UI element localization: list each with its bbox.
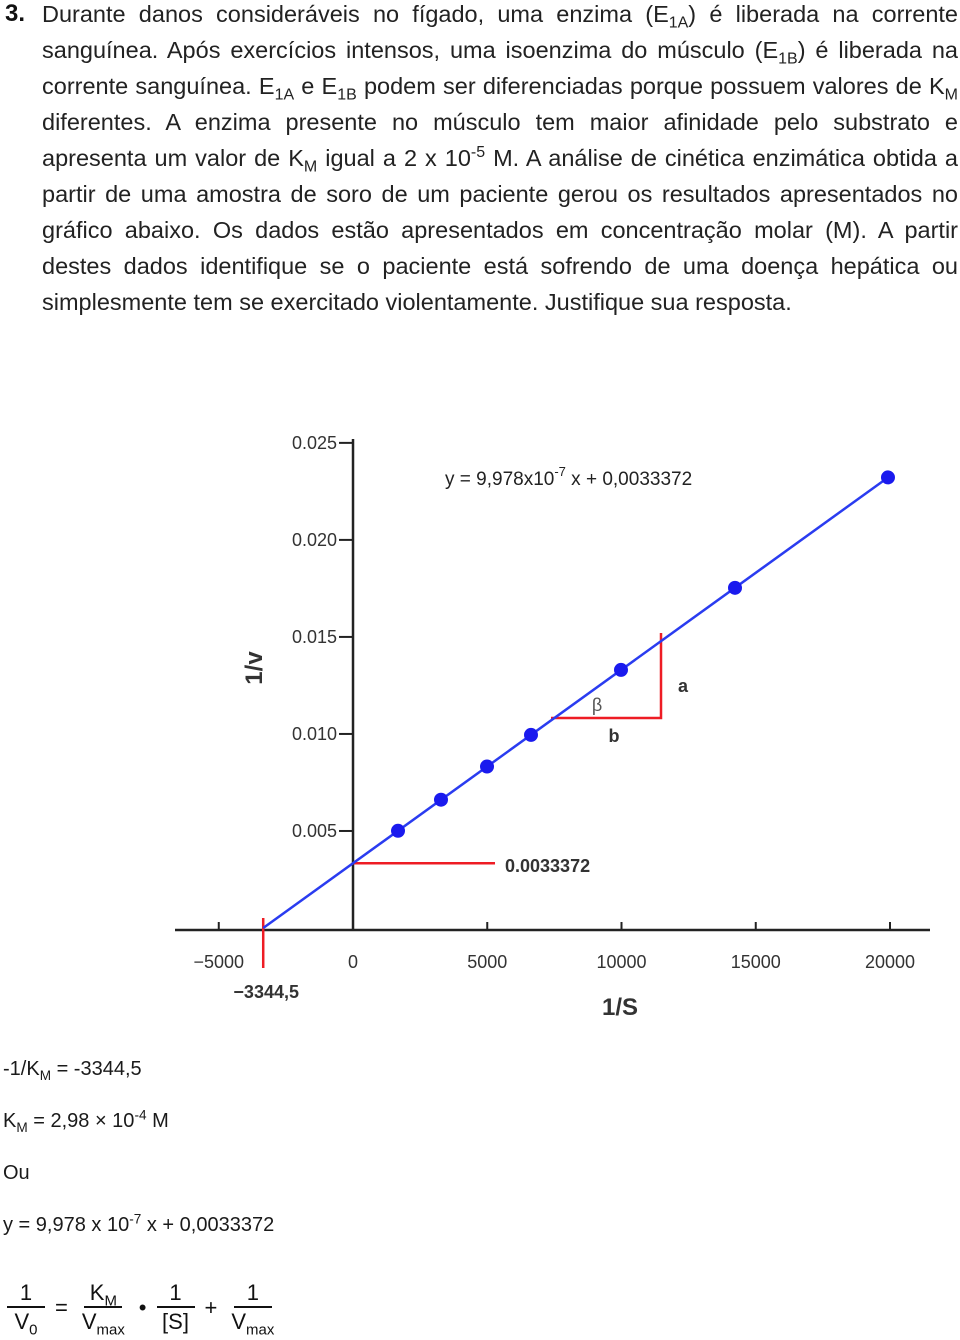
- equation: y = 9,978x10-7 x + 0,0033372: [445, 464, 692, 490]
- supscript: -7: [129, 1211, 142, 1227]
- text-run: ) é liberada na corrente sanguínea. E: [42, 37, 958, 99]
- triangle-rise: a: [678, 676, 689, 696]
- operator: +: [204, 1295, 218, 1320]
- formula: 1 V0 = KM Vmax • 1 [S] +1 Vmax: [3, 1280, 282, 1339]
- x-tick-label: 20000: [865, 952, 915, 972]
- text-run: 1: [169, 1280, 182, 1305]
- x-tick-label: −5000: [193, 952, 244, 972]
- text-run: 1: [246, 1280, 259, 1305]
- x-tick-label: 0: [348, 952, 358, 972]
- text-run: Durante danos consideráveis no fígado, u…: [42, 1, 669, 27]
- text-run: 1: [19, 1280, 33, 1305]
- text-run: K: [3, 1110, 17, 1132]
- subscript: 1B: [337, 86, 357, 104]
- intercept-label: 0.0033372: [505, 856, 590, 876]
- subscript: max: [246, 1321, 275, 1339]
- text-run: Ou: [3, 1162, 30, 1184]
- text-run: x + 0,0033372: [566, 469, 692, 490]
- y-tick-label: 0.010: [292, 724, 337, 744]
- data-point: [727, 580, 742, 595]
- denominator: Vmax: [78, 1308, 129, 1339]
- x-axis-label: 1/S: [602, 994, 638, 1021]
- supscript: -4: [134, 1107, 147, 1123]
- text-run: = -3344,5: [51, 1058, 142, 1080]
- operator: •: [138, 1295, 147, 1320]
- numerator: 1: [156, 1280, 195, 1308]
- subscript: 1A: [668, 14, 689, 32]
- numerator: KM: [84, 1280, 123, 1310]
- text-run: K: [89, 1280, 105, 1305]
- operator: =: [55, 1295, 68, 1320]
- data-point: [433, 792, 448, 807]
- data-point: [391, 823, 406, 838]
- y-axis-label: 1/v: [241, 651, 268, 685]
- denominator: Vmax: [227, 1308, 278, 1339]
- subscript: 0: [29, 1321, 38, 1339]
- data-point: [613, 662, 628, 677]
- slope-triangle: [551, 633, 663, 720]
- x-tick-label: 15000: [731, 952, 781, 972]
- superscript: -7: [554, 464, 566, 479]
- text-run: V: [14, 1309, 30, 1334]
- question-number: 3.: [5, 0, 26, 27]
- numerator: 1: [7, 1280, 45, 1308]
- text-run: y = 9,978x10: [445, 469, 554, 490]
- text-run: V: [231, 1309, 247, 1334]
- data-point: [480, 759, 495, 774]
- triangle-angle: β: [592, 695, 602, 715]
- subscript: 1A: [274, 86, 295, 104]
- text-run: [S]: [162, 1309, 189, 1334]
- subscript: M: [944, 86, 958, 104]
- fraction: 1 Vmax: [227, 1280, 278, 1339]
- text-run: diferentes. A enzima presente no músculo…: [42, 109, 958, 171]
- text-run: M: [146, 1110, 169, 1132]
- text-run: = 2,98 × 10: [27, 1110, 135, 1132]
- subscript: M: [16, 1120, 28, 1135]
- data-point: [523, 727, 538, 742]
- subscript: 1B: [778, 50, 798, 68]
- triangle-run: b: [609, 726, 620, 746]
- y-tick-label: 0.020: [292, 530, 337, 550]
- subscript: M: [104, 1292, 117, 1310]
- data-point: [880, 470, 895, 485]
- supscript: -5: [470, 144, 486, 162]
- subscript: M: [39, 1068, 52, 1083]
- x-tick-label: 10000: [596, 952, 646, 972]
- fraction: 1 V0: [7, 1280, 45, 1339]
- text-run: x + 0,0033372: [141, 1214, 275, 1236]
- text-run: ) é liberada na corrente sanguínea. Após…: [42, 1, 958, 63]
- subscript: max: [96, 1321, 125, 1339]
- y-tick-label: 0.005: [292, 821, 337, 841]
- denominator: [S]: [158, 1308, 193, 1336]
- y-tick-label: 0.025: [292, 433, 337, 453]
- x-tick-label: 5000: [467, 952, 507, 972]
- text-run: igual a 2 x 10: [317, 145, 471, 171]
- fraction: KM Vmax: [78, 1280, 129, 1339]
- subscript: M: [303, 158, 318, 176]
- text-run: M. A análise de cinética enzimática obti…: [42, 145, 958, 315]
- fraction: 1 [S]: [156, 1280, 195, 1336]
- question-text: Durante danos consideráveis no fígado, u…: [42, 0, 958, 320]
- solution-line: KM = 2,98 × 10-4 M: [3, 1107, 169, 1135]
- text-run: -1/K: [3, 1058, 40, 1080]
- text-run: podem ser diferenciadas porque possuem v…: [356, 73, 945, 99]
- solution-line: -1/KM = -3344,5: [3, 1058, 142, 1083]
- solution-line: y = 9,978 x 10-7 x + 0,0033372: [3, 1211, 275, 1237]
- denominator: V0: [10, 1308, 41, 1339]
- y-tick-label: 0.015: [292, 627, 337, 647]
- fit-line: [262, 476, 889, 930]
- x-intercept-label: −3344,5: [233, 982, 299, 1002]
- text-run: y = 9,978 x 10: [3, 1214, 130, 1236]
- numerator: 1: [233, 1280, 272, 1308]
- text-run: V: [81, 1309, 97, 1334]
- text-run: e E: [294, 73, 338, 99]
- solution-line: Ou: [3, 1162, 30, 1185]
